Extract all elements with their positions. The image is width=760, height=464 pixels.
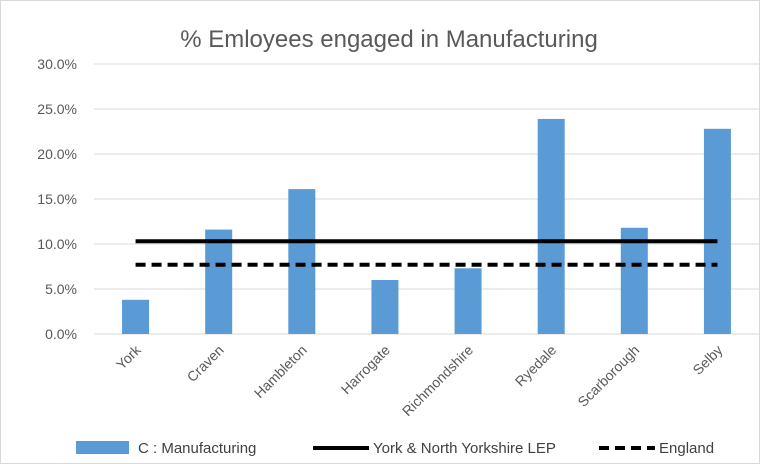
y-tick-label: 30.0% bbox=[37, 56, 77, 72]
legend-swatch-bar bbox=[76, 441, 129, 454]
x-axis-categories: York Craven Hambleton Harrogate Richmondshir… bbox=[113, 341, 726, 419]
bar-selby bbox=[703, 128, 731, 334]
y-axis-ticks: 0.0% 5.0% 10.0% 15.0% 20.0% 25.0% 30.0% bbox=[37, 56, 77, 342]
legend-label: C : Manufacturing bbox=[138, 440, 256, 457]
y-tick-label: 5.0% bbox=[45, 281, 77, 297]
legend-item: York & North Yorkshire LEP bbox=[313, 440, 556, 457]
bar-harrogate bbox=[371, 280, 399, 334]
bar-ryedale bbox=[537, 118, 565, 335]
y-tick-label: 20.0% bbox=[37, 146, 77, 162]
y-tick-label: 15.0% bbox=[37, 191, 77, 207]
legend: C : Manufacturing York & North Yorkshire … bbox=[76, 440, 714, 457]
category-label: Hambleton bbox=[251, 342, 310, 401]
legend-label: York & North Yorkshire LEP bbox=[373, 440, 556, 457]
category-label: Scarborough bbox=[574, 342, 642, 410]
y-tick-label: 0.0% bbox=[45, 326, 77, 342]
bar-richmondshire bbox=[454, 268, 482, 334]
bar-series bbox=[122, 118, 731, 335]
category-label: Harrogate bbox=[338, 342, 393, 397]
legend-label: England bbox=[659, 440, 714, 457]
y-tick-label: 10.0% bbox=[37, 236, 77, 252]
bar-craven bbox=[205, 229, 233, 334]
bar-scarborough bbox=[620, 227, 648, 334]
y-tick-label: 25.0% bbox=[37, 101, 77, 117]
chart-title: % Emloyees engaged in Manufacturing bbox=[180, 26, 598, 53]
legend-item: C : Manufacturing bbox=[76, 440, 256, 457]
category-label: York bbox=[113, 341, 144, 372]
category-label: Selby bbox=[689, 342, 725, 378]
gridlines bbox=[94, 63, 759, 290]
line-series bbox=[135, 239, 718, 267]
category-label: Ryedale bbox=[512, 342, 560, 390]
bar-hambleton bbox=[288, 189, 316, 334]
bar-york bbox=[122, 299, 150, 334]
legend-item: England bbox=[599, 440, 714, 457]
category-label: Richmondshire bbox=[399, 342, 476, 419]
category-label: Craven bbox=[184, 342, 227, 385]
